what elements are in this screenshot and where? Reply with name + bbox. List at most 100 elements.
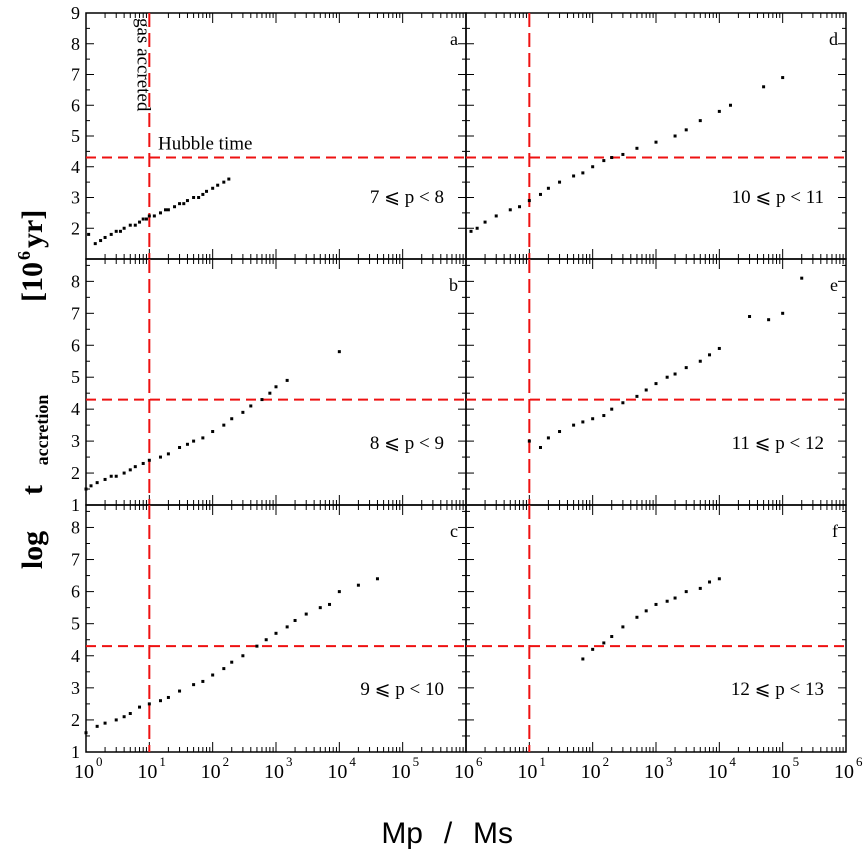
x-tick-label-exponent: 4 — [349, 754, 356, 769]
data-point — [122, 226, 126, 230]
data-point — [227, 177, 231, 181]
panel-frame — [85, 258, 467, 506]
x-tick-label: 10 — [137, 761, 157, 783]
panel-letter: c — [450, 521, 458, 541]
data-point — [684, 590, 688, 594]
y-axis-title: log t accretion [10 6 yr] — [14, 210, 52, 569]
x-axis-title-tail: Ms — [473, 817, 513, 850]
x-tick-label: 10 — [327, 761, 347, 783]
data-point — [109, 232, 113, 236]
x-tick-label-exponent: 5 — [413, 754, 420, 769]
data-point — [99, 239, 103, 243]
hubble-time-label: Hubble time — [158, 134, 252, 155]
y-tick-label: 3 — [71, 678, 80, 698]
x-tick-label-exponent: 3 — [666, 754, 673, 769]
data-point — [118, 229, 122, 233]
data-point — [93, 242, 97, 246]
data-point — [654, 140, 658, 144]
y-axis-title-unit-tail: yr] — [16, 210, 49, 248]
data-point — [475, 226, 479, 230]
data-point — [483, 220, 487, 224]
y-tick-label: 2 — [71, 710, 80, 730]
y-tick-label: 8 — [71, 34, 80, 54]
data-point — [166, 695, 170, 699]
data-point — [558, 180, 562, 184]
data-point — [328, 602, 332, 606]
panel-letter: a — [450, 29, 458, 49]
data-point — [581, 420, 585, 424]
data-point — [158, 211, 162, 215]
data-point — [114, 718, 118, 722]
data-point — [222, 423, 226, 427]
data-point — [216, 183, 220, 187]
data-point — [644, 388, 648, 392]
data-point — [178, 445, 182, 449]
data-point — [644, 609, 648, 613]
data-point — [762, 85, 766, 89]
x-tick-label: 10 — [454, 761, 474, 783]
data-point — [264, 638, 268, 642]
data-point — [249, 404, 253, 408]
data-point — [558, 430, 562, 434]
data-point — [527, 439, 531, 443]
y-axis-title-subscript: accretion — [32, 395, 52, 466]
data-point — [665, 375, 669, 379]
data-point — [185, 199, 189, 203]
data-point — [95, 481, 99, 485]
data-point — [138, 220, 142, 224]
panels-layer: 2 3 4 5 6 7 8 9 a 7 ⩽ p < 8 1 2 3 4 5 6 7 8 b 8 ⩽ p < 9 1 2 3 4… — [71, 3, 863, 783]
panel-range-label: 12 ⩽ p < 13 — [731, 679, 824, 700]
x-axis-title-separator: / — [444, 817, 453, 850]
y-tick-label: 7 — [71, 65, 80, 85]
data-point — [230, 660, 234, 664]
data-point — [546, 186, 550, 190]
panel-range-label: 7 ⩽ p < 8 — [370, 187, 444, 208]
data-point — [318, 606, 322, 610]
panel-b: 1 2 3 4 5 6 7 8 b 8 ⩽ p < 9 — [71, 258, 467, 515]
y-tick-label: 7 — [71, 550, 80, 570]
data-point — [178, 202, 182, 206]
panel-frame — [465, 504, 847, 753]
y-tick-label: 2 — [71, 218, 80, 238]
data-point — [781, 76, 785, 80]
data-point — [602, 159, 606, 163]
data-point — [581, 171, 585, 175]
data-point — [274, 631, 278, 635]
data-point — [166, 452, 170, 456]
data-point — [546, 436, 550, 440]
data-point — [527, 199, 531, 203]
data-point — [158, 699, 162, 703]
y-tick-label: 3 — [71, 188, 80, 208]
x-tick-label-exponent: 4 — [729, 754, 736, 769]
data-point — [141, 217, 145, 221]
data-point — [192, 683, 196, 687]
x-tick-label: 10 — [391, 761, 411, 783]
data-point — [274, 385, 278, 389]
data-point — [508, 208, 512, 212]
data-point — [591, 647, 595, 651]
data-point — [621, 152, 625, 156]
data-point — [673, 134, 677, 138]
data-point — [518, 205, 522, 209]
data-point — [114, 229, 118, 233]
data-point — [538, 445, 542, 449]
x-tick-label-exponent: 3 — [286, 754, 293, 769]
x-tick-label-exponent: 0 — [96, 754, 103, 769]
data-point — [268, 391, 272, 395]
data-point — [133, 465, 137, 469]
data-point — [717, 577, 721, 581]
panel-letter: e — [830, 275, 838, 295]
data-point — [708, 580, 712, 584]
data-point — [103, 721, 107, 725]
data-point — [610, 407, 614, 411]
y-tick-label: 6 — [71, 335, 80, 355]
data-point — [591, 417, 595, 421]
y-tick-label: 8 — [71, 271, 80, 291]
data-point — [164, 208, 168, 212]
data-point — [375, 577, 379, 581]
data-point — [201, 436, 205, 440]
y-tick-label: 8 — [71, 517, 80, 537]
data-point — [87, 232, 91, 236]
data-point — [173, 205, 177, 209]
data-point — [84, 487, 88, 491]
